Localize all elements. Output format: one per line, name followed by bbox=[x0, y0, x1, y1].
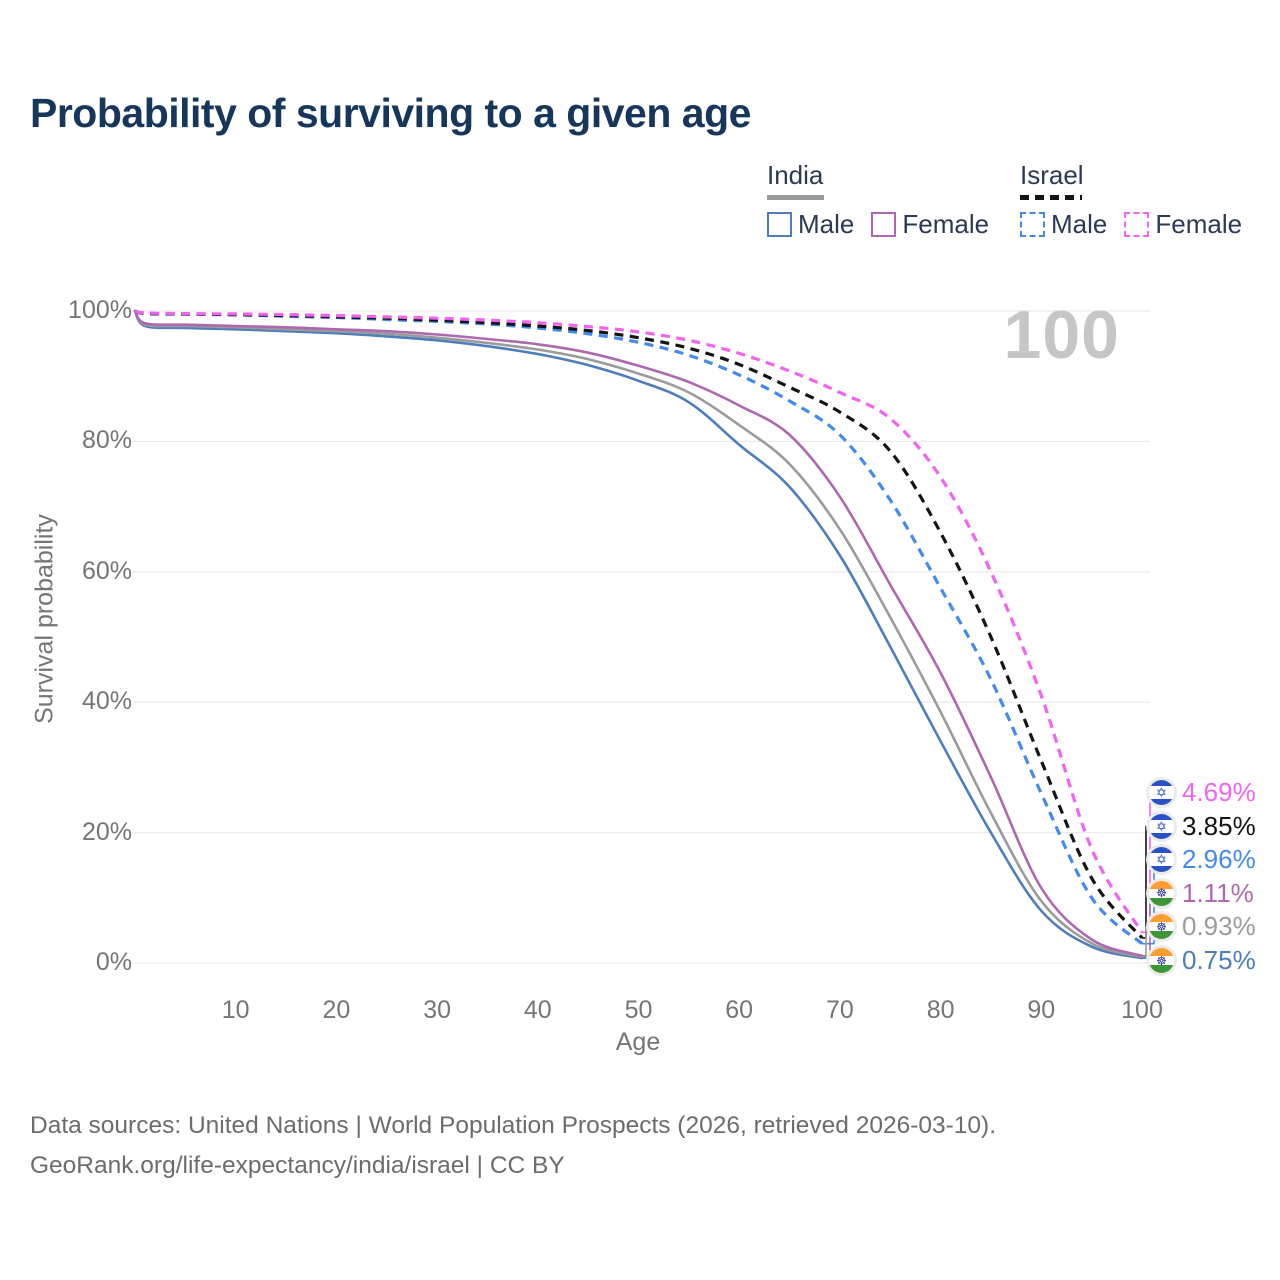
end-label-value: 1.11% bbox=[1182, 877, 1254, 908]
legend-label-india-female: Female bbox=[902, 209, 990, 239]
legend-item-india-female[interactable]: Female bbox=[871, 209, 989, 240]
x-tick-20: 20 bbox=[322, 996, 351, 1024]
x-tick-100: 100 bbox=[1121, 996, 1163, 1024]
footer-line-1: Data sources: United Nations | World Pop… bbox=[30, 1112, 997, 1139]
page-title: Probability of surviving to a given age bbox=[30, 90, 751, 136]
end-label-india: ☸ 0.93% bbox=[1149, 911, 1256, 942]
x-tick-10: 10 bbox=[221, 996, 250, 1024]
israel-female-swatch bbox=[1124, 212, 1150, 237]
israel-flag-icon: ✡ bbox=[1149, 780, 1174, 805]
y-tick-100%: 100% bbox=[68, 296, 132, 324]
x-tick-70: 70 bbox=[825, 996, 854, 1024]
end-label-value: 0.93% bbox=[1182, 911, 1256, 942]
x-tick-40: 40 bbox=[523, 996, 552, 1024]
series-line-india-female[interactable] bbox=[133, 309, 1144, 958]
legend-label-india-male: Male bbox=[798, 209, 855, 239]
hover-age-watermark: 100 bbox=[1003, 297, 1120, 373]
end-label-connector-india bbox=[1142, 926, 1151, 958]
india-male-swatch bbox=[767, 212, 792, 237]
end-label-connector-israel bbox=[1142, 825, 1151, 939]
legend-label-israel-female: Female bbox=[1155, 209, 1243, 239]
series-line-israel-female[interactable] bbox=[134, 309, 1144, 934]
y-tick-20%: 20% bbox=[81, 817, 132, 846]
end-label-israel: ✡ 3.85% bbox=[1149, 811, 1256, 842]
legend-israel-line-swatch bbox=[1020, 195, 1082, 200]
series-line-israel-male[interactable] bbox=[134, 309, 1144, 945]
legend-item-israel-female[interactable]: Female bbox=[1124, 209, 1242, 240]
x-tick-30: 30 bbox=[423, 996, 451, 1024]
x-tick-50: 50 bbox=[624, 996, 653, 1024]
y-tick-60%: 60% bbox=[81, 556, 132, 585]
legend-country-india[interactable]: India bbox=[767, 160, 824, 190]
y-tick-40%: 40% bbox=[81, 687, 132, 716]
x-tick-90: 90 bbox=[1027, 996, 1056, 1024]
legend-item-israel-male[interactable]: Male bbox=[1020, 209, 1107, 240]
legend-india-line-swatch bbox=[767, 195, 824, 200]
end-label-value: 0.75% bbox=[1182, 945, 1256, 975]
israel-flag-icon: ✡ bbox=[1149, 847, 1174, 873]
footer-line-2: GeoRank.org/life-expectancy/india/israel… bbox=[30, 1152, 565, 1179]
y-axis-title: Survival probability bbox=[30, 514, 59, 724]
series-line-india[interactable] bbox=[133, 309, 1144, 959]
x-tick-60: 60 bbox=[725, 996, 754, 1024]
end-label-value: 2.96% bbox=[1182, 844, 1256, 875]
israel-flag-icon: ✡ bbox=[1149, 813, 1174, 839]
end-label-israel-female: ✡ 4.69% bbox=[1149, 777, 1256, 808]
x-axis-title: Age bbox=[615, 1028, 661, 1056]
legend-group-india: India Male Female bbox=[767, 160, 989, 240]
end-label-value: 3.85% bbox=[1182, 810, 1256, 841]
y-tick-80%: 80% bbox=[81, 426, 132, 455]
legend-label-israel-male: Male bbox=[1051, 209, 1108, 239]
israel-male-swatch bbox=[1020, 212, 1045, 237]
end-label-india-male: ☸ 0.75% bbox=[1149, 945, 1256, 976]
india-flag-icon: ☸ bbox=[1149, 880, 1174, 906]
end-label-israel-male: ✡ 2.96% bbox=[1149, 844, 1256, 875]
series-line-israel[interactable] bbox=[134, 309, 1144, 939]
end-label-india-female: ☸ 1.11% bbox=[1149, 878, 1254, 909]
legend-group-israel: Israel Male Female bbox=[1020, 160, 1242, 240]
footer-attribution: Data sources: United Nations | World Pop… bbox=[30, 1106, 996, 1186]
y-tick-0%: 0% bbox=[95, 948, 132, 976]
legend-country-israel[interactable]: Israel bbox=[1020, 160, 1084, 190]
end-label-value: 4.69% bbox=[1182, 777, 1256, 807]
india-flag-icon: ☸ bbox=[1149, 914, 1174, 940]
series-line-india-male[interactable] bbox=[133, 309, 1144, 960]
india-female-swatch bbox=[871, 212, 897, 237]
legend-item-india-male[interactable]: Male bbox=[767, 209, 854, 240]
india-flag-icon: ☸ bbox=[1149, 948, 1174, 973]
x-tick-80: 80 bbox=[926, 996, 955, 1024]
